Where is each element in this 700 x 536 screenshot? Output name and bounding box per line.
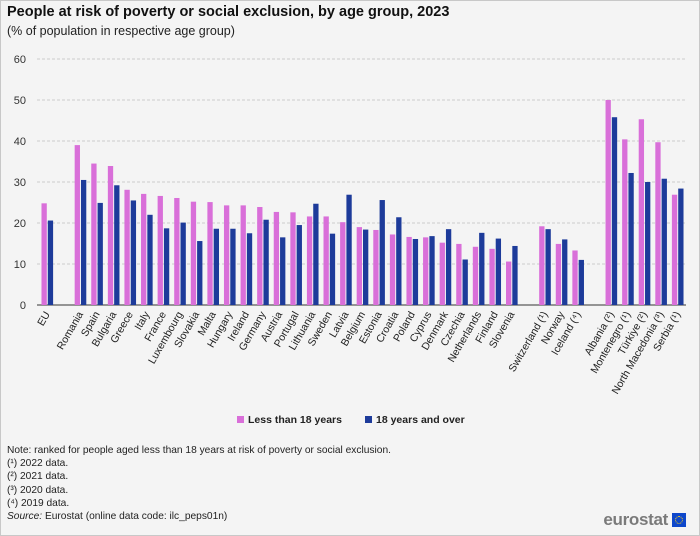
bar-18-and-over [512,245,518,305]
legend-swatch [365,416,372,423]
bar-18-and-over [379,200,385,305]
bar-under-18 [439,242,445,305]
bar-under-18 [74,145,80,305]
bar-18-and-over [462,259,468,305]
bar-under-18 [240,205,246,305]
bar-18-and-over [479,232,485,305]
source-line: Source: Eurostat (online data code: ilc_… [7,510,391,523]
bar-under-18 [373,229,379,305]
x-tick-label: EU [35,310,53,329]
y-tick-label: 50 [14,95,26,107]
bar-under-18 [555,243,562,305]
bar-under-18 [638,119,645,306]
y-tick-label: 40 [14,136,26,148]
bar-under-18 [141,193,147,305]
bar-18-and-over [147,214,153,305]
eurostat-logo: eurostat [603,510,686,530]
bar-under-18 [539,226,545,305]
logo-text: eurostat [603,510,668,529]
bar-18-and-over [114,185,120,305]
bar-under-18 [157,195,163,305]
eu-flag-icon [672,513,686,527]
source-label: Source: [7,511,43,523]
legend-label: Less than 18 years [248,414,342,426]
bar-18-and-over [280,237,286,305]
footnote-1: (¹) 2022 data. [7,458,69,470]
bar-under-18 [472,246,479,305]
bar-under-18 [671,194,678,305]
y-tick-label: 60 [14,54,26,66]
bar-18-and-over [130,200,137,305]
bar-under-18 [190,201,197,305]
bar-under-18 [406,236,412,305]
bar-18-and-over [346,194,352,305]
bar-18-and-over [661,178,667,305]
bar-18-and-over [197,241,203,305]
bar-18-and-over [230,228,236,305]
chart-notes: Note: ranked for people aged less than 1… [7,444,391,523]
chart-title: People at risk of poverty or social excl… [7,4,450,20]
bar-18-and-over [611,117,618,305]
bar-18-and-over [628,172,634,305]
bar-18-and-over [180,222,186,305]
bar-under-18 [389,234,396,305]
bar-18-and-over [562,239,568,305]
bar-18-and-over [678,188,684,305]
footnote-4: (⁴) 2019 data. [7,497,70,509]
bar-under-18 [41,203,47,305]
ranking-note: Note: ranked for people aged less than 1… [7,445,391,456]
bar-18-and-over [263,219,269,305]
bar-18-and-over [396,217,402,305]
bar-under-18 [223,205,230,305]
bar-18-and-over [246,233,253,305]
bar-under-18 [207,202,213,305]
bar-under-18 [622,139,628,305]
y-tick-label: 30 [14,177,26,189]
bar-18-and-over [445,229,452,305]
legend-label: 18 years and over [376,414,465,426]
bar-under-18 [323,216,329,305]
bar-18-and-over [213,228,220,305]
bar-under-18 [655,142,661,305]
bar-under-18 [505,261,512,305]
legend-swatch [237,416,244,423]
footnote-2: (²) 2021 data. [7,471,69,483]
bar-under-18 [107,166,114,305]
bar-under-18 [174,197,180,305]
bar-under-18 [273,211,280,305]
bar-18-and-over [97,202,103,305]
bar-18-and-over [296,225,302,305]
bar-18-and-over [313,203,319,305]
y-tick-label: 10 [14,259,26,271]
bar-under-18 [356,227,362,305]
bar-under-18 [489,248,495,305]
bar-18-and-over [363,229,369,305]
y-tick-label: 0 [20,300,26,312]
footnote-3: (³) 2020 data. [7,484,69,496]
bar-18-and-over [329,233,336,305]
bar-18-and-over [545,229,551,305]
bar-under-18 [91,163,97,305]
bar-18-and-over [47,220,54,305]
bar-18-and-over [163,228,170,305]
bar-18-and-over [645,182,651,305]
bar-18-and-over [578,259,584,305]
bar-18-and-over [495,238,502,305]
bar-under-18 [340,222,346,305]
source-text: Eurostat (online data code: ilc_peps01n) [42,511,228,523]
bar-under-18 [290,212,296,305]
y-tick-label: 20 [14,218,26,230]
bar-18-and-over [80,179,87,305]
bar-under-18 [456,243,462,305]
bar-18-and-over [412,238,419,305]
bar-under-18 [306,216,313,305]
bar-under-18 [257,207,263,305]
bar-under-18 [423,237,429,305]
chart-subtitle: (% of population in respective age group… [7,24,235,38]
bar-under-18 [572,250,578,305]
bar-18-and-over [429,236,435,305]
bar-under-18 [124,189,130,305]
bar-under-18 [605,100,611,305]
